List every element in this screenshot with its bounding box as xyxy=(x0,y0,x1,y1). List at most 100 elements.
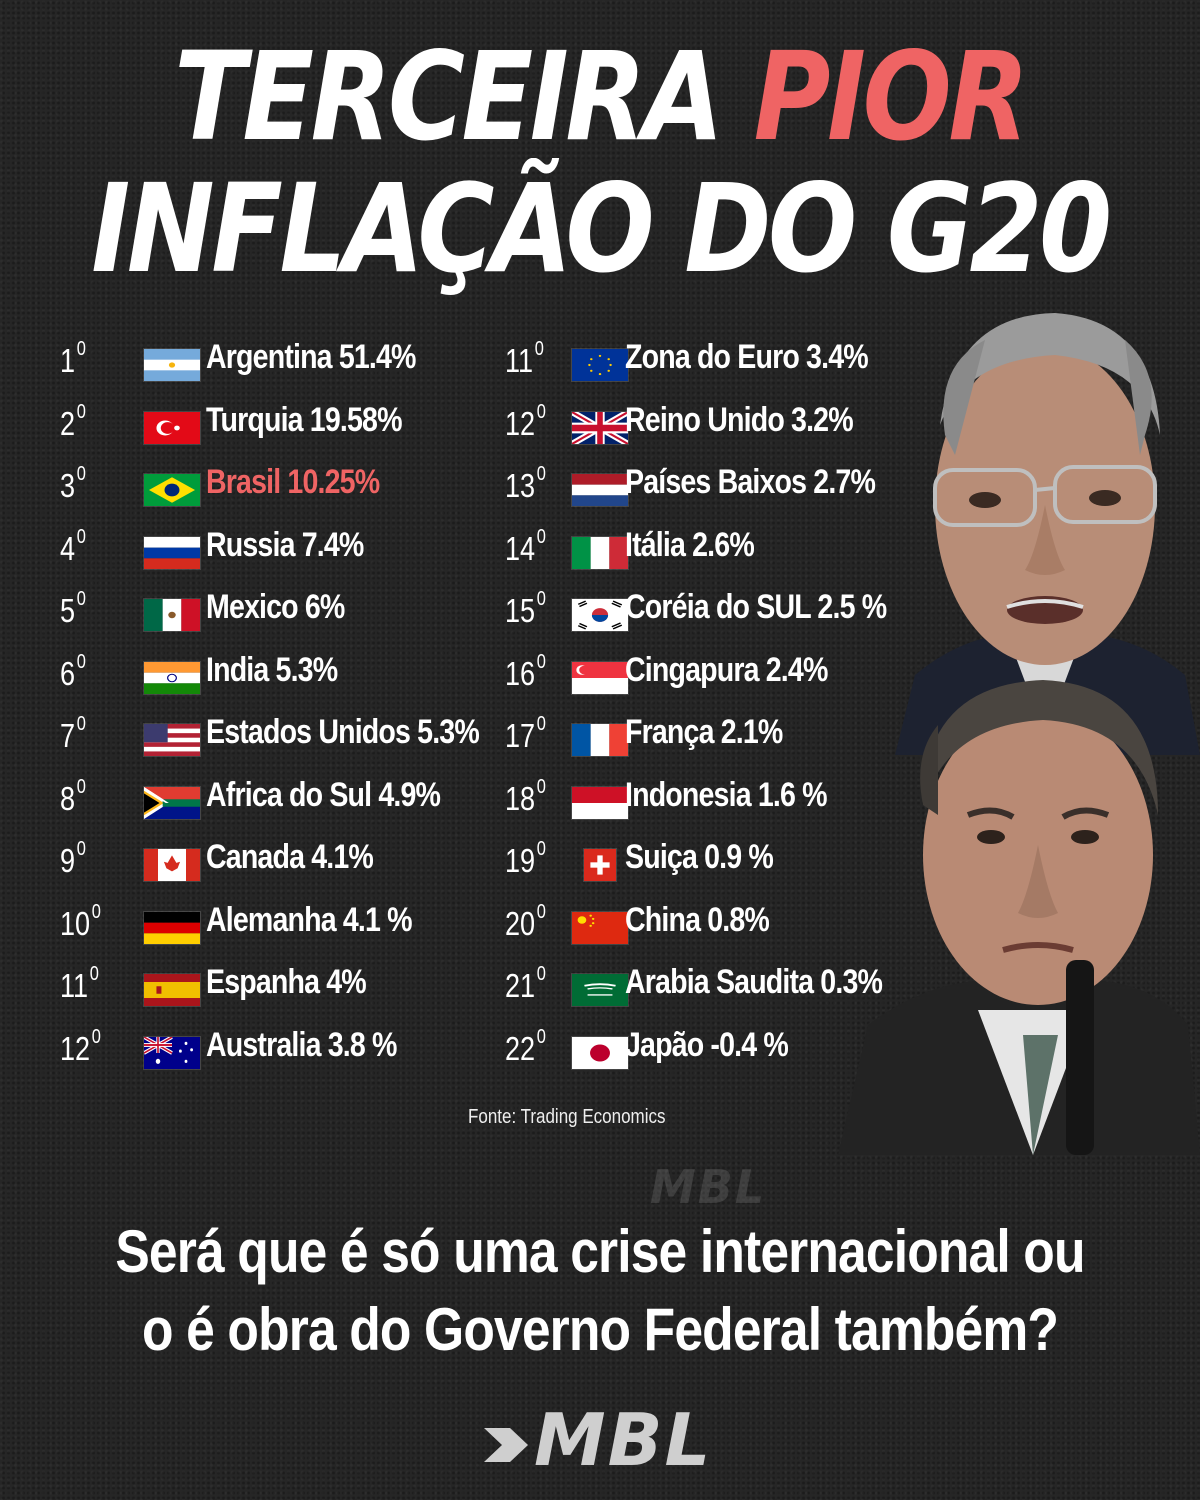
country-inflation-label: Indonesia 1.6 % xyxy=(625,775,828,814)
country-inflation-label: Reino Unido 3.2% xyxy=(625,400,854,439)
france-flag-icon xyxy=(571,723,629,757)
list-item: 60 India 5.3% xyxy=(60,649,480,712)
list-item: 190 Suiça 0.9 % xyxy=(505,836,905,899)
rank-number: 90 xyxy=(60,838,86,879)
country-inflation-label: Países Baixos 2.7% xyxy=(625,463,876,501)
country-inflation-label: Suiça 0.9 % xyxy=(625,838,774,876)
list-item: 210 Arabia Saudita 0.3% xyxy=(505,961,905,1024)
switzerland-flag-icon xyxy=(583,848,617,882)
rank-number: 110 xyxy=(505,338,544,379)
list-item: 160 Cingapura 2.4% xyxy=(505,649,905,712)
rank-number: 50 xyxy=(60,588,86,629)
country-inflation-label: Russia 7.4% xyxy=(206,525,364,564)
country-inflation-label: Argentina 51.4% xyxy=(206,338,416,376)
country-inflation-label: Africa do Sul 4.9% xyxy=(206,775,441,814)
headline-highlight: PIOR xyxy=(753,26,1030,168)
country-inflation-label: Arabia Saudita 0.3% xyxy=(625,963,883,1001)
spain-flag-icon xyxy=(143,973,201,1007)
rank-number: 80 xyxy=(60,775,86,817)
country-inflation-label: Estados Unidos 5.3% xyxy=(206,713,480,751)
list-item: 200 China 0.8% xyxy=(505,899,905,962)
list-item: 40 Russia 7.4% xyxy=(60,524,480,587)
rank-number: 110 xyxy=(60,963,99,1004)
india-flag-icon xyxy=(143,660,201,695)
rank-number: 210 xyxy=(505,963,546,1004)
headline-prefix: TERCEIRA xyxy=(174,26,724,168)
list-item: 90 Canada 4.1% xyxy=(60,836,480,899)
list-item: 130 Países Baixos 2.7% xyxy=(505,461,905,524)
rank-number: 130 xyxy=(505,463,546,504)
mexico-flag-icon xyxy=(143,598,201,632)
headline-line-2: INFLAÇÃO DO G20 xyxy=(91,158,1112,300)
argentina-flag-icon xyxy=(143,348,201,382)
list-item: 120 Reino Unido 3.2% xyxy=(505,399,905,462)
list-item: 170 França 2.1% xyxy=(505,711,905,774)
country-inflation-label: Coréia do SUL 2.5 % xyxy=(625,588,887,626)
country-inflation-label: Turquia 19.58% xyxy=(206,400,402,439)
uk-flag-icon xyxy=(571,410,629,445)
country-inflation-label: Itália 2.6% xyxy=(625,525,755,564)
country-inflation-label: Espanha 4% xyxy=(206,963,367,1001)
rank-number: 150 xyxy=(505,588,546,629)
mbl-watermark-logo: MBL xyxy=(650,1160,767,1214)
china-flag-icon xyxy=(571,910,629,945)
rank-number: 70 xyxy=(60,713,86,754)
list-item: 150 Coréia do SUL 2.5 % xyxy=(505,586,905,649)
ranking-column-right: 110 Zona do Euro 3.4% 120 Reino Unido 3.… xyxy=(505,336,905,1086)
netherlands-flag-icon xyxy=(571,473,629,507)
rank-number: 20 xyxy=(60,400,86,442)
list-item: 110 Zona do Euro 3.4% xyxy=(505,336,905,399)
ranking-column-left: 10 Argentina 51.4% 20 Turquia 19.58% 30 … xyxy=(60,336,480,1086)
indonesia-flag-icon xyxy=(571,785,629,820)
country-inflation-label: India 5.3% xyxy=(206,650,338,689)
south-africa-flag-icon xyxy=(143,785,201,820)
country-inflation-label: Canada 4.1% xyxy=(206,838,374,876)
japan-flag-icon xyxy=(571,1035,629,1070)
list-item: 100 Alemanha 4.1 % xyxy=(60,899,480,962)
rank-number: 140 xyxy=(505,525,546,567)
question-line-2: o é obra do Governo Federal também? xyxy=(141,1296,1059,1363)
source-caption: Fonte: Trading Economics xyxy=(468,1106,666,1128)
mbl-logo: MBL xyxy=(480,1398,712,1482)
portrait-bottom-photo xyxy=(828,665,1200,1155)
country-inflation-label: China 0.8% xyxy=(625,900,770,939)
rank-number: 100 xyxy=(60,900,101,942)
country-inflation-label: Australia 3.8 % xyxy=(206,1025,397,1064)
rank-number: 190 xyxy=(505,838,546,879)
singapore-flag-icon xyxy=(571,660,629,695)
italy-flag-icon xyxy=(571,535,629,570)
country-inflation-label: Zona do Euro 3.4% xyxy=(625,338,869,376)
list-item: 80 Africa do Sul 4.9% xyxy=(60,774,480,837)
list-item: 110 Espanha 4% xyxy=(60,961,480,1024)
rank-number: 160 xyxy=(505,650,546,692)
australia-flag-icon xyxy=(143,1035,201,1070)
list-item: 20 Turquia 19.58% xyxy=(60,399,480,462)
germany-flag-icon xyxy=(143,910,201,945)
country-inflation-label: Japão -0.4 % xyxy=(625,1025,789,1064)
question-line-1: Será que é só uma crise internacional ou xyxy=(115,1218,1085,1285)
canada-flag-icon xyxy=(143,848,201,882)
country-inflation-label: Mexico 6% xyxy=(206,588,345,626)
list-item: 30 Brasil 10.25% xyxy=(60,461,480,524)
list-item: 120 Australia 3.8 % xyxy=(60,1024,480,1087)
list-item: 180 Indonesia 1.6 % xyxy=(505,774,905,837)
headline-line-1: TERCEIRA PIOR xyxy=(84,36,1116,158)
rank-number: 180 xyxy=(505,775,546,817)
rank-number: 40 xyxy=(60,525,86,567)
rank-number: 170 xyxy=(505,713,546,754)
country-inflation-label: França 2.1% xyxy=(625,713,783,751)
list-item: 70 Estados Unidos 5.3% xyxy=(60,711,480,774)
logo-chevron-icon xyxy=(484,1428,528,1463)
country-inflation-label: Alemanha 4.1 % xyxy=(206,900,413,939)
south-korea-flag-icon xyxy=(571,598,629,632)
rank-number: 120 xyxy=(505,400,546,442)
rank-number: 120 xyxy=(60,1025,101,1067)
brazil-flag-icon xyxy=(143,473,201,507)
rank-number: 30 xyxy=(60,463,86,504)
rank-number: 220 xyxy=(505,1025,546,1067)
eu-flag-icon xyxy=(571,348,629,382)
list-item: 50 Mexico 6% xyxy=(60,586,480,649)
list-item: 140 Itália 2.6% xyxy=(505,524,905,587)
country-inflation-label-highlighted: Brasil 10.25% xyxy=(206,463,380,501)
list-item: 220 Japão -0.4 % xyxy=(505,1024,905,1087)
